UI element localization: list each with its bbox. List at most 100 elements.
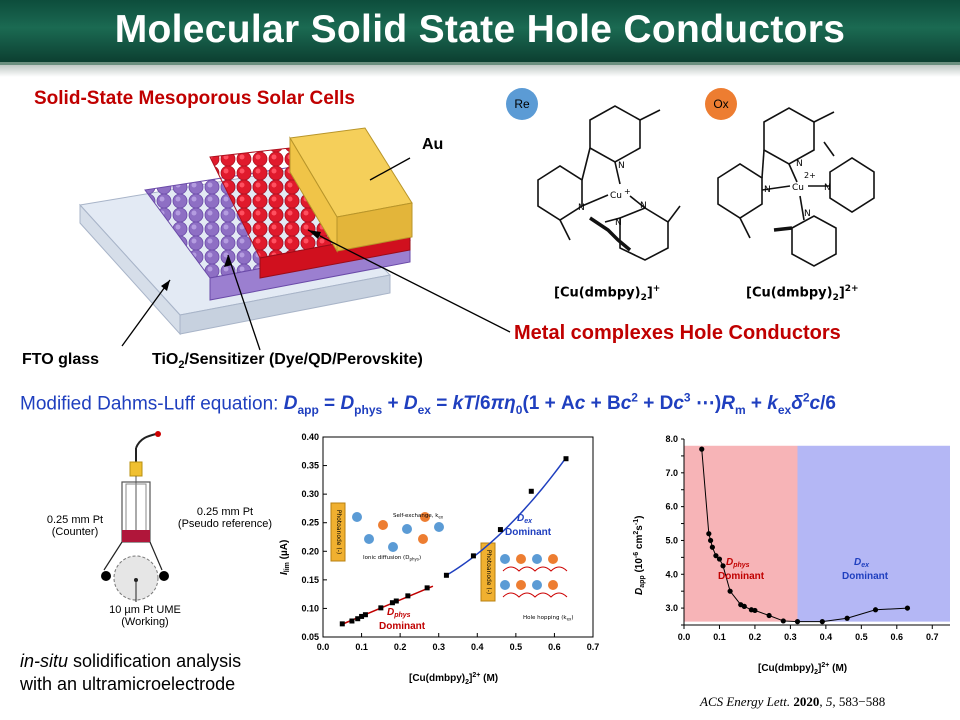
dex-point <box>470 553 476 559</box>
y-tick-label: 7.0 <box>665 468 678 478</box>
x-tick-label: 0.0 <box>678 632 691 642</box>
y-tick-label: 0.30 <box>301 489 319 499</box>
y-tick-label: 0.15 <box>301 575 319 585</box>
ox-formula: [Cu(dmbpy)2]2+ <box>746 284 859 303</box>
dex-fit-curve <box>446 457 567 576</box>
svg-text:N: N <box>618 161 625 171</box>
au-pointer <box>369 157 411 181</box>
svg-text:N: N <box>796 159 803 169</box>
dex-point <box>528 488 534 494</box>
re-badge: Re <box>506 88 538 120</box>
cu-atom-label: Cu <box>792 183 804 193</box>
x-tick-label: 0.2 <box>749 632 762 642</box>
dapp-point <box>713 553 719 559</box>
chart-dapp-vs-conc: 0.0 0.1 0.2 0.3 0.4 0.5 0.6 0.7 3.0 4.0 5.0 6.0 7.0 8… <box>633 434 950 676</box>
counter-electrode-label: 0.25 mm Pt (Counter) <box>46 514 104 538</box>
x-tick-label: 0.1 <box>713 632 726 642</box>
y-tick-label: 5.0 <box>665 535 678 545</box>
x-tick-label: 0.5 <box>855 632 868 642</box>
dex-point <box>443 572 449 578</box>
dex-annotation: Dex <box>517 513 533 525</box>
title-shadow-band <box>0 65 960 77</box>
svg-text:N: N <box>824 183 831 193</box>
svg-text:N: N <box>764 185 771 195</box>
dapp-point <box>699 446 705 452</box>
dapp-point <box>706 531 712 537</box>
dphys-point <box>339 621 345 627</box>
dphys-point <box>389 600 395 606</box>
inset-photoanode-right <box>480 542 496 602</box>
dapp-point <box>752 607 758 614</box>
x-tick-label: 0.7 <box>926 632 939 642</box>
dphys-point <box>393 598 399 604</box>
tio2-label: TiO2/Sensitizer (Dye/QD/Perovskite) <box>152 351 423 372</box>
inset-photoanode-left <box>330 502 346 562</box>
x-tick-label: 0.6 <box>548 642 561 652</box>
chart1-frame <box>322 436 594 638</box>
dapp-point <box>720 563 726 569</box>
dphys-point <box>349 618 355 624</box>
dphys-point <box>378 605 384 611</box>
electrode-caption: in-situ solidification analysis with an u… <box>20 651 242 694</box>
svg-text:Photoanode (-): Photoanode (-) <box>335 510 342 555</box>
dapp-point <box>708 537 714 544</box>
dphys-point <box>405 593 411 599</box>
dex-dominant-label: Dominant <box>505 527 552 538</box>
dex-dominant-label: Dominant <box>842 571 889 582</box>
dapp-point <box>844 615 850 621</box>
y-tick-label: 6.0 <box>665 502 678 512</box>
dphys-annotation: Dphys <box>387 607 411 619</box>
fto-pointer <box>121 279 171 347</box>
x-tick-label: 0.2 <box>394 642 407 652</box>
cell-heading: Solid-State Mesoporous Solar Cells <box>34 88 355 109</box>
x-tick-label: 0.3 <box>432 642 445 652</box>
svg-text:Photoanode (-): Photoanode (-) <box>485 550 492 595</box>
dex-point <box>497 527 503 533</box>
dphys-dominant-label: Dominant <box>379 621 426 632</box>
dapp-point <box>780 618 786 624</box>
chart2-xlabel: [Cu(dmbpy)2]2+ (M) <box>758 662 847 676</box>
cu-2plus-structure: Cu 2+ N N N N <box>717 107 875 267</box>
dapp-point <box>766 612 772 619</box>
svg-text:Hole hopping (kex): Hole hopping (kex) <box>523 615 574 622</box>
dphys-point <box>424 585 430 591</box>
dphys-point <box>359 613 365 619</box>
dapp-point <box>819 619 825 625</box>
svg-text:Ionic diffusion (Dphys): Ionic diffusion (Dphys) <box>363 555 421 562</box>
hole-conductor-pointer <box>307 229 511 333</box>
y-tick-label: 8.0 <box>665 434 678 444</box>
inset-mechanism-diagram: Photoanode (-) Self-exchange, kex Ionic … <box>330 502 574 622</box>
svg-text:Self-exchange, kex: Self-exchange, kex <box>393 513 444 520</box>
metal-complexes-label: Metal complexes Hole Conductors <box>514 322 841 344</box>
x-tick-label: 0.6 <box>891 632 904 642</box>
electrode-diagram <box>101 431 169 602</box>
y-tick-label: 0.05 <box>301 632 319 642</box>
au-label: Au <box>422 136 444 153</box>
x-tick-label: 0.5 <box>510 642 523 652</box>
y-tick-label: 4.0 <box>665 569 678 579</box>
x-tick-label: 0.3 <box>784 632 797 642</box>
dphys-point <box>362 612 368 618</box>
charge-label: 2+ <box>804 171 816 180</box>
y-tick-label: 0.10 <box>301 603 319 613</box>
title-bar <box>0 0 960 65</box>
dapp-point <box>741 603 747 609</box>
dapp-point <box>727 588 733 594</box>
cu-plus-structure: Cu + N N N N <box>537 105 681 261</box>
ox-badge: Ox <box>705 88 737 120</box>
dphys-dominant-label: Dominant <box>718 571 765 582</box>
fto-label: FTO glass <box>22 351 100 368</box>
solar-cell-diagram <box>79 127 511 351</box>
x-tick-label: 0.4 <box>471 642 484 652</box>
dapp-point <box>872 607 879 613</box>
x-tick-label: 0.0 <box>317 642 330 652</box>
cu-atom-label: Cu <box>610 191 622 201</box>
dphys-point <box>355 616 361 622</box>
au-layer <box>289 127 413 253</box>
svg-text:N: N <box>804 209 811 219</box>
dapp-point <box>709 544 715 550</box>
chart1-xlabel: [Cu(dmbpy)2]2+ (M) <box>409 672 498 686</box>
chart-ilim-vs-conc: 0.0 0.1 0.2 0.3 0.4 0.5 0.6 0.7 0.05 0.10 0.15 0.20… <box>279 432 599 686</box>
dphys-region <box>684 445 798 622</box>
y-tick-label: 3.0 <box>665 603 678 613</box>
